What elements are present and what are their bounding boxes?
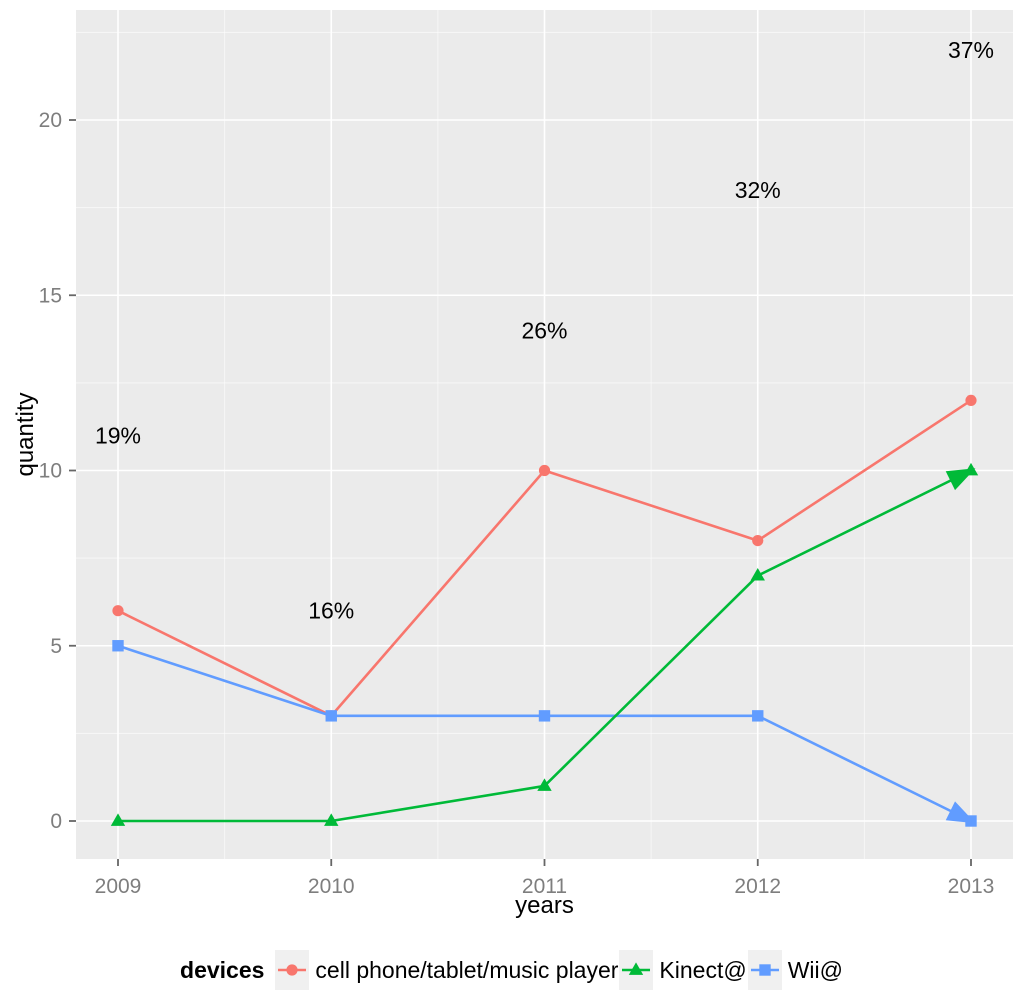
legend-label-kinect: Kinect@ (659, 956, 747, 983)
y-tick-label: 5 (50, 635, 62, 658)
legend-key-kinect-icon (619, 950, 654, 990)
legend-title: devices (180, 956, 265, 983)
data-point-circle (752, 535, 764, 547)
y-tick-label: 10 (39, 460, 62, 483)
x-tick-label: 2011 (522, 875, 567, 898)
series-cell-phone-tablet-music-player (112, 394, 977, 722)
y-tick-label: 20 (39, 109, 62, 132)
data-point-square (112, 640, 124, 652)
data-point-square (325, 710, 337, 722)
y-tick-label: 0 (50, 810, 62, 833)
data-point-circle (112, 605, 124, 617)
data-point-square (752, 710, 764, 722)
annotation-32%: 32% (735, 177, 781, 203)
series-kinect- (110, 462, 979, 826)
series-wii- (112, 640, 977, 827)
annotation-26%: 26% (521, 317, 567, 343)
x-axis-title: years (515, 892, 574, 919)
annotation-16%: 16% (308, 598, 354, 624)
x-tick-label: 2012 (734, 875, 781, 898)
data-point-triangle (324, 813, 339, 826)
data-point-triangle (750, 568, 765, 581)
legend-label-wii: Wii@ (787, 956, 843, 983)
data-point-circle (538, 464, 551, 477)
data-point-square (538, 710, 551, 722)
legend-key-cell-phone-icon (275, 950, 310, 990)
data-point-triangle (963, 462, 979, 476)
y-axis-title: quantity (12, 392, 39, 476)
x-tick-label: 2010 (308, 875, 355, 898)
legend-item-cell-phone: cell phone/tablet/music player (275, 950, 619, 990)
annotation-19%: 19% (95, 422, 141, 448)
x-tick-label: 2009 (95, 875, 142, 898)
legend-item-wii: Wii@ (747, 950, 844, 990)
legend: devices cell phone/tablet/music player K… (0, 948, 1024, 992)
x-tick-label: 2013 (948, 875, 995, 898)
annotation-37%: 37% (948, 37, 994, 63)
legend-label-cell-phone: cell phone/tablet/music player (315, 956, 619, 983)
legend-item-kinect: Kinect@ (619, 950, 747, 990)
y-tick-label: 15 (39, 284, 62, 307)
data-point-triangle (537, 778, 552, 791)
data-point-square (965, 815, 977, 827)
legend-key-wii-icon (747, 950, 782, 990)
data-point-triangle (110, 813, 126, 826)
data-point-circle (965, 394, 977, 406)
